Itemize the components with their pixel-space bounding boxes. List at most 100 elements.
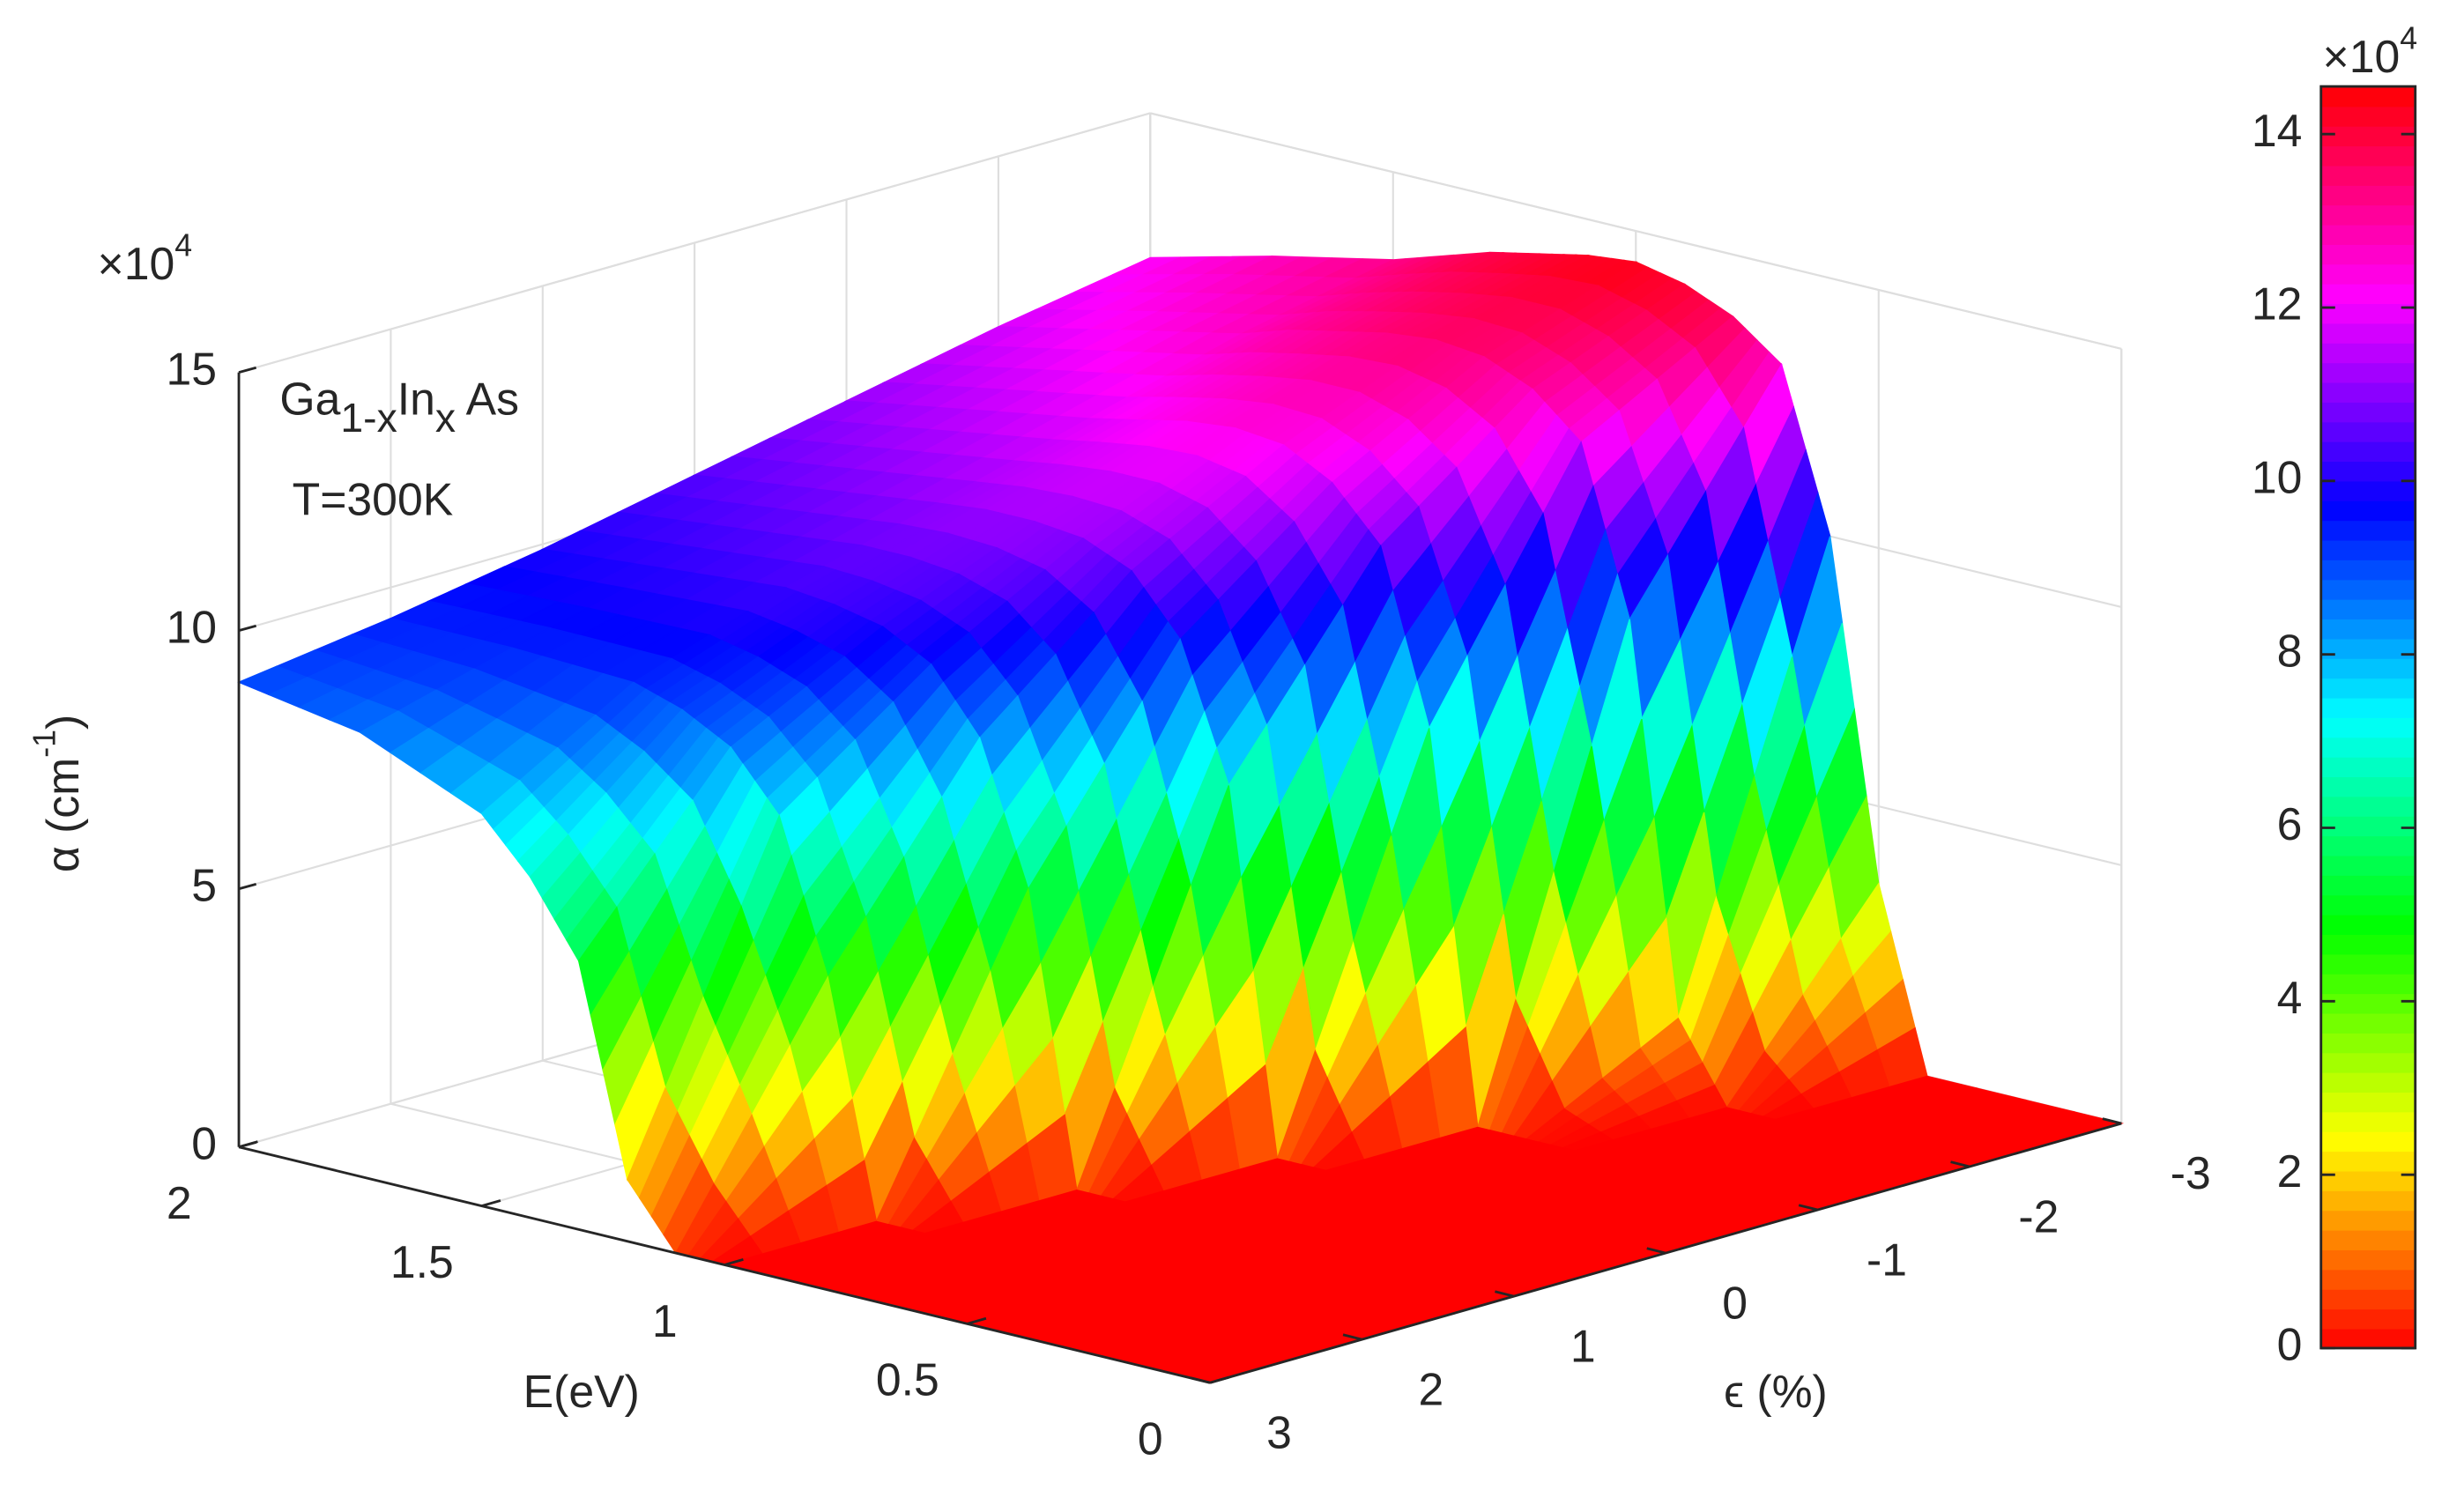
colorbar-band — [2320, 461, 2416, 482]
box-edge — [238, 112, 1151, 374]
colorbar-band — [2320, 1151, 2416, 1172]
z-tick-label: 5 — [191, 859, 217, 910]
colorbar-band — [2320, 1170, 2416, 1191]
z-tick — [238, 1140, 257, 1149]
colorbar-tick-label: 6 — [2277, 798, 2303, 849]
colorbar-tick-label: 12 — [2252, 278, 2303, 330]
colorbar-band — [2320, 973, 2416, 995]
colorbar-band — [2320, 993, 2416, 1014]
y-tick — [1191, 1376, 1211, 1384]
colorbar-band — [2320, 1229, 2416, 1250]
multiplier-base: ×10 — [2323, 30, 2401, 81]
z-tick — [238, 882, 257, 891]
y-tick — [2102, 1117, 2122, 1125]
colorbar-band — [2320, 1111, 2416, 1132]
z-tick-label: 10 — [167, 601, 218, 652]
z-tick-label: 15 — [167, 343, 218, 394]
y-tick-label: 2 — [1418, 1363, 1444, 1414]
colorbar-band — [2320, 1052, 2416, 1073]
z-axis-label: α (cm-1) — [27, 715, 88, 872]
y-tick-label: -2 — [2018, 1190, 2059, 1242]
annotation: T=300K — [293, 473, 454, 524]
annotation-part: Ga — [279, 373, 340, 424]
colorbar-band — [2320, 520, 2416, 541]
colorbar-band — [2320, 204, 2416, 226]
colorbar-band — [2320, 539, 2416, 560]
axes: 0 0.5 1 1.5 2 -3 -2 -1 0 1 2 3 0 5 10 15 — [167, 343, 2211, 1464]
colorbar-band — [2320, 1308, 2416, 1330]
colorbar-band — [2320, 145, 2416, 167]
colorbar-band — [2320, 263, 2416, 285]
colorbar-band — [2320, 815, 2416, 837]
colorbar-tick-label: 14 — [2252, 105, 2303, 156]
colorbar-frame — [2319, 85, 2417, 1350]
colorbar-band — [2320, 1071, 2416, 1093]
y-tick — [1495, 1290, 1515, 1298]
colorbar-band — [2320, 1210, 2416, 1231]
colorbar-band — [2320, 717, 2416, 738]
colorbar-band — [2320, 579, 2416, 600]
multiplier-exp: 4 — [2400, 21, 2417, 56]
z-tick — [238, 624, 257, 633]
colorbar-band — [2320, 1130, 2416, 1153]
y-tick — [1646, 1247, 1666, 1255]
colorbar-band — [2320, 835, 2416, 856]
colorbar-band — [2320, 855, 2416, 876]
colorbar-band — [2320, 1249, 2416, 1271]
z-multiplier: ×104 — [98, 228, 193, 289]
colorbar-band — [2320, 322, 2416, 344]
colorbar-band — [2320, 934, 2416, 955]
colorbar-band — [2320, 756, 2416, 778]
colorbar-band — [2320, 441, 2416, 463]
box-edge — [1150, 112, 2122, 350]
y-tick-label: 0 — [1722, 1277, 1748, 1328]
colorbar-band — [2320, 737, 2416, 758]
colorbar-tick-label: 0 — [2277, 1319, 2303, 1370]
colorbar-band — [2320, 560, 2416, 581]
colorbar-band — [2320, 184, 2416, 206]
colorbar-multiplier: ×104 — [2323, 21, 2418, 82]
colorbar-band — [2320, 283, 2416, 305]
colorbar-band — [2320, 500, 2416, 522]
colorbar-band — [2320, 421, 2416, 442]
y-tick-label: -1 — [1867, 1234, 1907, 1285]
colorbar-band — [2320, 362, 2416, 383]
colorbar-band — [2320, 480, 2416, 501]
label-sup: -1 — [27, 730, 63, 758]
annotation: Ga1-xInx As — [279, 373, 519, 441]
x-tick-label: 1 — [652, 1295, 678, 1346]
colorbar-band — [2320, 342, 2416, 364]
y-tick-label: 1 — [1570, 1320, 1596, 1371]
colorbar-band — [2320, 875, 2416, 896]
x-tick — [967, 1316, 987, 1325]
colorbar-band — [2320, 402, 2416, 423]
x-tick — [481, 1199, 501, 1207]
colorbar-band — [2320, 382, 2416, 403]
y-tick-label: -3 — [2171, 1147, 2211, 1198]
colorbar-band — [2320, 598, 2416, 620]
x-tick-label: 0.5 — [876, 1354, 939, 1405]
colorbar-tick-label: 2 — [2277, 1145, 2303, 1197]
colorbar-band — [2320, 1269, 2416, 1290]
colorbar-band — [2320, 776, 2416, 797]
y-tick-label: 3 — [1266, 1406, 1292, 1457]
colorbar-band — [2320, 697, 2416, 718]
colorbar-band — [2320, 894, 2416, 915]
surface — [237, 251, 2125, 1383]
colorbar-band — [2320, 303, 2416, 324]
colorbar-band — [2320, 106, 2416, 127]
colorbar-band — [2320, 86, 2416, 107]
colorbar-band — [2320, 1190, 2416, 1212]
colorbar-band — [2320, 678, 2416, 699]
colorbar-band — [2320, 165, 2416, 186]
colorbar-band — [2320, 914, 2416, 936]
colorbar-band — [2320, 125, 2416, 147]
multiplier-base: ×10 — [98, 238, 175, 289]
y-axis-label: ϵ (%) — [1724, 1366, 1828, 1417]
x-axis-label: E(eV) — [523, 1366, 640, 1417]
colorbar-band — [2320, 1092, 2416, 1113]
colorbar-tick-label: 4 — [2277, 972, 2303, 1023]
y-tick — [1342, 1333, 1362, 1341]
colorbar-band — [2320, 224, 2416, 245]
colorbar-band — [2320, 1032, 2416, 1054]
